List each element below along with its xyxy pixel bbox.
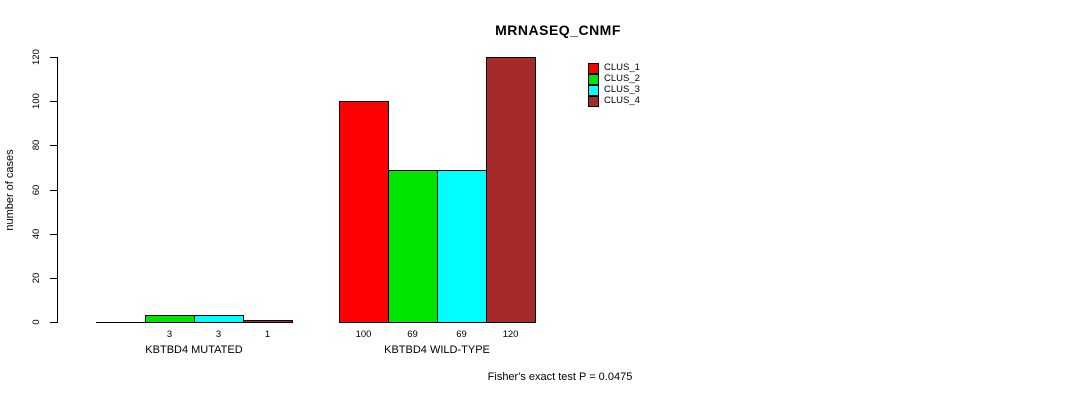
y-tick: [50, 234, 57, 235]
bar-value-label: 1: [264, 329, 271, 340]
legend-item: CLUS_2: [588, 73, 640, 85]
legend: CLUS_1 CLUS_2 CLUS_3 CLUS_4: [588, 62, 640, 107]
bar-value-label: 120: [502, 329, 519, 340]
y-tick-label: 100: [31, 93, 42, 109]
bar: [96, 322, 146, 323]
y-tick-label: 80: [31, 139, 42, 151]
legend-label: CLUS_2: [604, 73, 640, 84]
bar-value-label: 69: [456, 329, 467, 340]
legend-item: CLUS_1: [588, 62, 640, 74]
group-label: KBTBD4 WILD-TYPE: [384, 344, 490, 356]
legend-swatch: [588, 62, 599, 74]
bar: [339, 101, 389, 323]
y-tick-label: 60: [31, 184, 42, 196]
legend-swatch: [588, 84, 599, 96]
bar-value-label: 3: [166, 329, 173, 340]
legend-item: CLUS_4: [588, 95, 640, 107]
bar: [388, 170, 438, 323]
bar: [437, 170, 487, 323]
legend-swatch: [588, 95, 599, 107]
bar-value-label: 69: [407, 329, 418, 340]
y-tick-label: 40: [31, 228, 42, 240]
y-axis-title: number of cases: [4, 149, 16, 231]
y-tick: [50, 145, 57, 146]
y-axis-line: [57, 57, 58, 323]
legend-label: CLUS_4: [604, 95, 640, 106]
legend-label: CLUS_3: [604, 84, 640, 95]
bar: [145, 315, 195, 323]
legend-swatch: [588, 73, 599, 85]
bar: [243, 320, 293, 323]
y-tick: [50, 278, 57, 279]
chart-title: MRNASEQ_CNMF: [495, 22, 621, 38]
group-label: KBTBD4 MUTATED: [145, 344, 243, 356]
y-tick: [50, 101, 57, 102]
bar-value-label: 100: [355, 329, 372, 340]
y-tick: [50, 190, 57, 191]
legend-label: CLUS_1: [604, 62, 640, 73]
legend-item: CLUS_3: [588, 84, 640, 96]
bar: [194, 315, 244, 323]
y-tick-label: 0: [31, 319, 42, 325]
y-tick: [50, 322, 57, 323]
fisher-annotation: Fisher's exact test P = 0.0475: [487, 371, 633, 383]
y-tick-label: 20: [31, 272, 42, 284]
bar-value-label: 3: [215, 329, 222, 340]
bar: [486, 57, 536, 323]
y-tick-label: 120: [31, 49, 42, 65]
y-tick: [50, 57, 57, 58]
